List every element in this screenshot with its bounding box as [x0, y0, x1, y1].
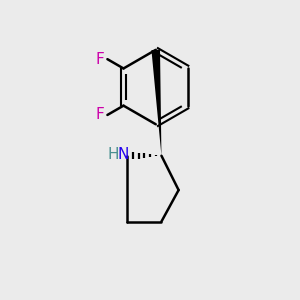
Text: N: N [118, 147, 129, 162]
Polygon shape [152, 50, 161, 156]
Text: H: H [107, 147, 118, 162]
Text: F: F [95, 107, 104, 122]
Text: F: F [95, 52, 104, 67]
